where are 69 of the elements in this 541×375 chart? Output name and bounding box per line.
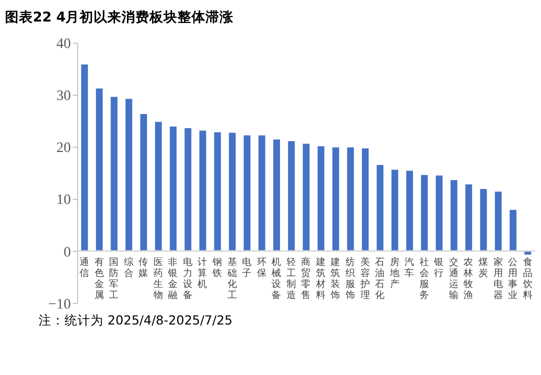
y-tick-label: 10: [56, 192, 71, 208]
x-tick-label: 轻工制造: [286, 256, 296, 302]
bar: [480, 189, 487, 251]
bar: [244, 135, 250, 251]
x-tick-label: 非银金融: [167, 256, 178, 302]
bar: [406, 170, 413, 251]
x-tick-label: 银行: [433, 256, 444, 280]
x-tick-label: 有色金属: [94, 256, 104, 302]
x-tick-label: 通信: [80, 256, 90, 280]
bar: [273, 140, 280, 251]
x-tick-label: 食品饮料: [522, 256, 533, 302]
x-tick-label: 公用事业: [508, 256, 518, 302]
y-tick-label: −10: [48, 296, 71, 312]
x-tick-label: 医药生物: [153, 256, 164, 302]
text: 注：统计为 2025/4/8-2025/7/25: [38, 312, 232, 328]
bar: [184, 128, 192, 251]
bar: [96, 88, 103, 251]
x-tick-label: 传媒: [138, 256, 149, 280]
x-tick-label: 建筑装饰: [330, 256, 341, 302]
bar: [110, 96, 118, 251]
x-tick-label: 电力设备: [182, 256, 193, 302]
y-tick-label: 40: [56, 36, 71, 52]
x-tick-label: 环保: [256, 256, 267, 280]
bar: [258, 135, 266, 251]
bar: [170, 126, 177, 251]
chart-title: 图表22 4月初以来消费板块整体滞涨: [4, 8, 235, 26]
x-tick-label: 商贸零售: [301, 256, 312, 302]
bar: [465, 184, 472, 251]
x-tick-label: 汽车: [404, 256, 415, 280]
x-tick-label: 房地产: [388, 256, 400, 290]
x-tick-label: 计算机: [198, 256, 208, 290]
x-tick-label: 建筑材料: [314, 256, 326, 302]
x-tick-label: 煤炭: [478, 256, 488, 280]
x-tick-label: 家用电器: [493, 256, 504, 302]
bar: [125, 98, 132, 251]
bar: [228, 132, 236, 251]
x-tick-label: 国防军工: [109, 256, 120, 302]
bar: [347, 147, 354, 251]
x-tick-label: 基础化工: [226, 256, 238, 302]
bar: [214, 132, 221, 251]
y-tick-label: 20: [56, 140, 71, 156]
bar: [421, 174, 428, 251]
bar: [155, 122, 162, 251]
bar: [302, 144, 310, 251]
bar: [376, 165, 384, 251]
x-tick-label: 交通运输: [448, 256, 459, 302]
bar: [510, 210, 516, 251]
bar: [140, 114, 148, 251]
x-tick-label: 农林牧渔: [462, 256, 474, 302]
x-tick-label: 机械设备: [272, 256, 282, 302]
bar: [81, 64, 88, 251]
y-tick-label: 30: [56, 88, 71, 104]
bar: [391, 170, 398, 251]
bar: [494, 192, 502, 251]
bar: [199, 130, 206, 251]
y-tick-label: 0: [64, 244, 71, 260]
x-tick-label: 电子: [242, 256, 252, 280]
x-tick-label: 美容护理: [359, 256, 370, 302]
bar: [436, 175, 443, 251]
x-tick-label: 钢铁: [212, 256, 223, 280]
x-tick-label: 纺织服饰: [344, 256, 356, 302]
x-tick-label: 社会服务: [419, 256, 430, 302]
bar: [362, 148, 369, 251]
x-tick-label: 综合: [124, 256, 134, 280]
bar: [288, 141, 295, 251]
bar: [332, 147, 340, 251]
bar: [318, 146, 324, 251]
bar: [450, 180, 458, 251]
x-tick-label: 石油石化: [375, 256, 386, 302]
